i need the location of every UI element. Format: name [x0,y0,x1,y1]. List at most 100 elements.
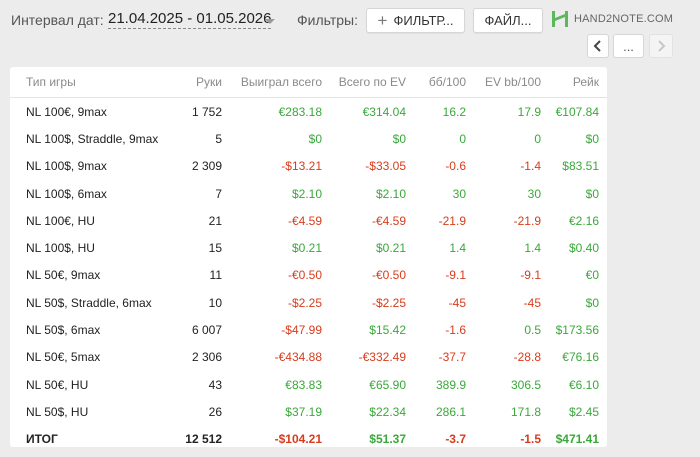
cell-won: -€0.50 [287,268,322,283]
cell-bb100: -3.7 [445,432,466,447]
filter-button-label: ФИЛЬТР... [393,13,454,28]
cell-rake: $173.56 [555,323,599,338]
cell-evbb100: -21.9 [513,213,541,228]
table-row[interactable]: NL 100€, HU 21 -€4.59 -€4.59 -21.9 -21.9 €2.16 [10,207,607,234]
column-header-evbb100[interactable]: EV bb/100 [474,67,549,98]
cell-ev: €65.90 [369,377,406,392]
cell-evbb100: -9.1 [520,268,541,283]
cell-evbb100: 306.5 [510,377,541,392]
cell-game: NL 50$, Straddle, 6max [26,295,152,310]
cell-evbb100: -28.8 [513,350,541,365]
prev-button[interactable] [587,34,609,58]
cell-ev: -$33.05 [365,159,406,174]
table-row[interactable]: NL 50€, HU 43 €83.83 €65.90 389.9 306.5 €6.10 [10,371,607,398]
table-row[interactable]: NL 50$, HU 26 $37.19 $22.34 286.1 171.8 $2.45 [10,398,607,425]
stats-table: Тип игры Руки Выиграл всего Всего по EV бб/1… [10,67,607,453]
cell-game: NL 100€, 9max [26,104,107,119]
table-row[interactable]: NL 50$, 6max 6 007 -$47.99 $15.42 -1.6 0.5 $17… [10,316,607,343]
cell-ev: $51.37 [369,432,406,447]
cell-bb100: -45 [448,295,466,310]
cell-rake: €107.84 [555,104,599,119]
cell-won: -$13.21 [281,159,322,174]
column-header-game[interactable]: Тип игры [10,67,170,98]
cell-bb100: 389.9 [435,377,466,392]
cell-bb100: 1.4 [449,241,466,256]
cell-evbb100: -1.5 [520,432,541,447]
cell-bb100: -0.6 [445,159,466,174]
cell-won: $37.19 [285,404,322,419]
cell-hands: 21 [208,213,222,228]
table-header: Тип игры Руки Выиграл всего Всего по EV бб/1… [10,67,607,98]
cell-bb100: -1.6 [445,323,466,338]
cell-game: NL 50€, HU [26,377,89,392]
file-button[interactable]: ФАЙЛ... [473,8,543,33]
cell-game: NL 50€, 5max [26,350,101,365]
cell-bb100: -9.1 [445,268,466,283]
cell-game: NL 100$, 6max [26,186,107,201]
filter-button[interactable]: + ФИЛЬТР... [366,8,465,33]
cell-hands: 2 306 [191,350,222,365]
cell-evbb100: 30 [527,186,541,201]
cell-rake: $0 [585,295,599,310]
cell-rake: €76.16 [562,350,599,365]
table-row[interactable]: NL 100$, 6max 7 $2.10 $2.10 30 30 $0 [10,180,607,207]
cell-bb100: -37.7 [438,350,466,365]
cell-game: NL 100$, 9max [26,159,107,174]
file-button-label: ФАЙЛ... [484,13,532,28]
chevron-down-icon[interactable] [265,19,275,24]
cell-hands: 15 [208,241,222,256]
table-row[interactable]: NL 100$, 9max 2 309 -$13.21 -$33.05 -0.6 -1.4… [10,153,607,180]
table-row[interactable]: NL 50€, 5max 2 306 -€434.88 -€332.49 -37.7 -2… [10,344,607,371]
cell-game: NL 100$, HU [26,241,95,256]
toolbar: Интервал дат: 21.04.2025 - 01.05.2026 Фи… [0,0,700,58]
cell-hands: 2 309 [191,159,222,174]
cell-won: $2.10 [291,186,322,201]
table-row[interactable]: NL 100$, Straddle, 9max 5 $0 $0 0 0 $0 [10,125,607,152]
table-row[interactable]: NL 100$, HU 15 $0.21 $0.21 1.4 1.4 $0.40 [10,234,607,261]
total-row[interactable]: ИТОГ 12 512 -$104.21 $51.37 -3.7 -1.5 $471.41 [10,426,607,453]
date-range-picker[interactable]: 21.04.2025 - 01.05.2026 [108,10,272,29]
cell-hands: 6 007 [191,323,222,338]
cell-hands: 10 [208,295,222,310]
cell-game: ИТОГ [26,432,58,447]
more-button[interactable]: ... [613,34,644,58]
hand2note-logo-icon [552,11,568,27]
next-button[interactable] [649,34,673,58]
cell-game: NL 50€, 9max [26,268,101,283]
cell-game: NL 50$, 6max [26,323,101,338]
cell-rake: $0.40 [568,241,599,256]
cell-evbb100: 17.9 [517,104,541,119]
cell-evbb100: 0 [534,131,541,146]
cell-hands: 5 [215,131,222,146]
cell-won: $0 [308,131,322,146]
cell-hands: 11 [209,268,222,283]
column-header-bb100[interactable]: бб/100 [414,67,474,98]
column-header-rake[interactable]: Рейк [549,67,607,98]
cell-ev: -$2.25 [371,295,406,310]
hand2note-logo: HAND2NOTE.COM [550,9,673,29]
cell-bb100: -21.9 [438,213,466,228]
logo-text: HAND2NOTE.COM [574,13,674,25]
cell-won: -$47.99 [281,323,322,338]
cell-hands: 43 [208,377,222,392]
table-row[interactable]: NL 100€, 9max 1 752 €283.18 €314.04 16.2 17.9… [10,98,607,126]
table-row[interactable]: NL 50$, Straddle, 6max 10 -$2.25 -$2.25 -45 -… [10,289,607,316]
more-button-label: ... [623,38,634,54]
cell-ev: $2.10 [375,186,406,201]
cell-rake: $471.41 [555,432,599,447]
cell-bb100: 286.1 [435,404,466,419]
column-header-ev[interactable]: Всего по EV [330,67,414,98]
cell-ev: $15.42 [369,323,406,338]
cell-bb100: 0 [459,131,466,146]
cell-rake: €2.16 [568,213,599,228]
column-header-hands[interactable]: Руки [170,67,230,98]
cell-rake: $0 [585,131,599,146]
cell-hands: 26 [208,404,222,419]
column-header-won[interactable]: Выиграл всего [230,67,330,98]
cell-hands: 12 512 [185,432,222,447]
cell-rake: $0 [585,186,599,201]
cell-won: -€434.88 [274,350,322,365]
table-row[interactable]: NL 50€, 9max 11 -€0.50 -€0.50 -9.1 -9.1 €0 [10,262,607,289]
cell-won: -€4.59 [287,213,322,228]
date-interval-label: Интервал дат: [11,12,104,28]
